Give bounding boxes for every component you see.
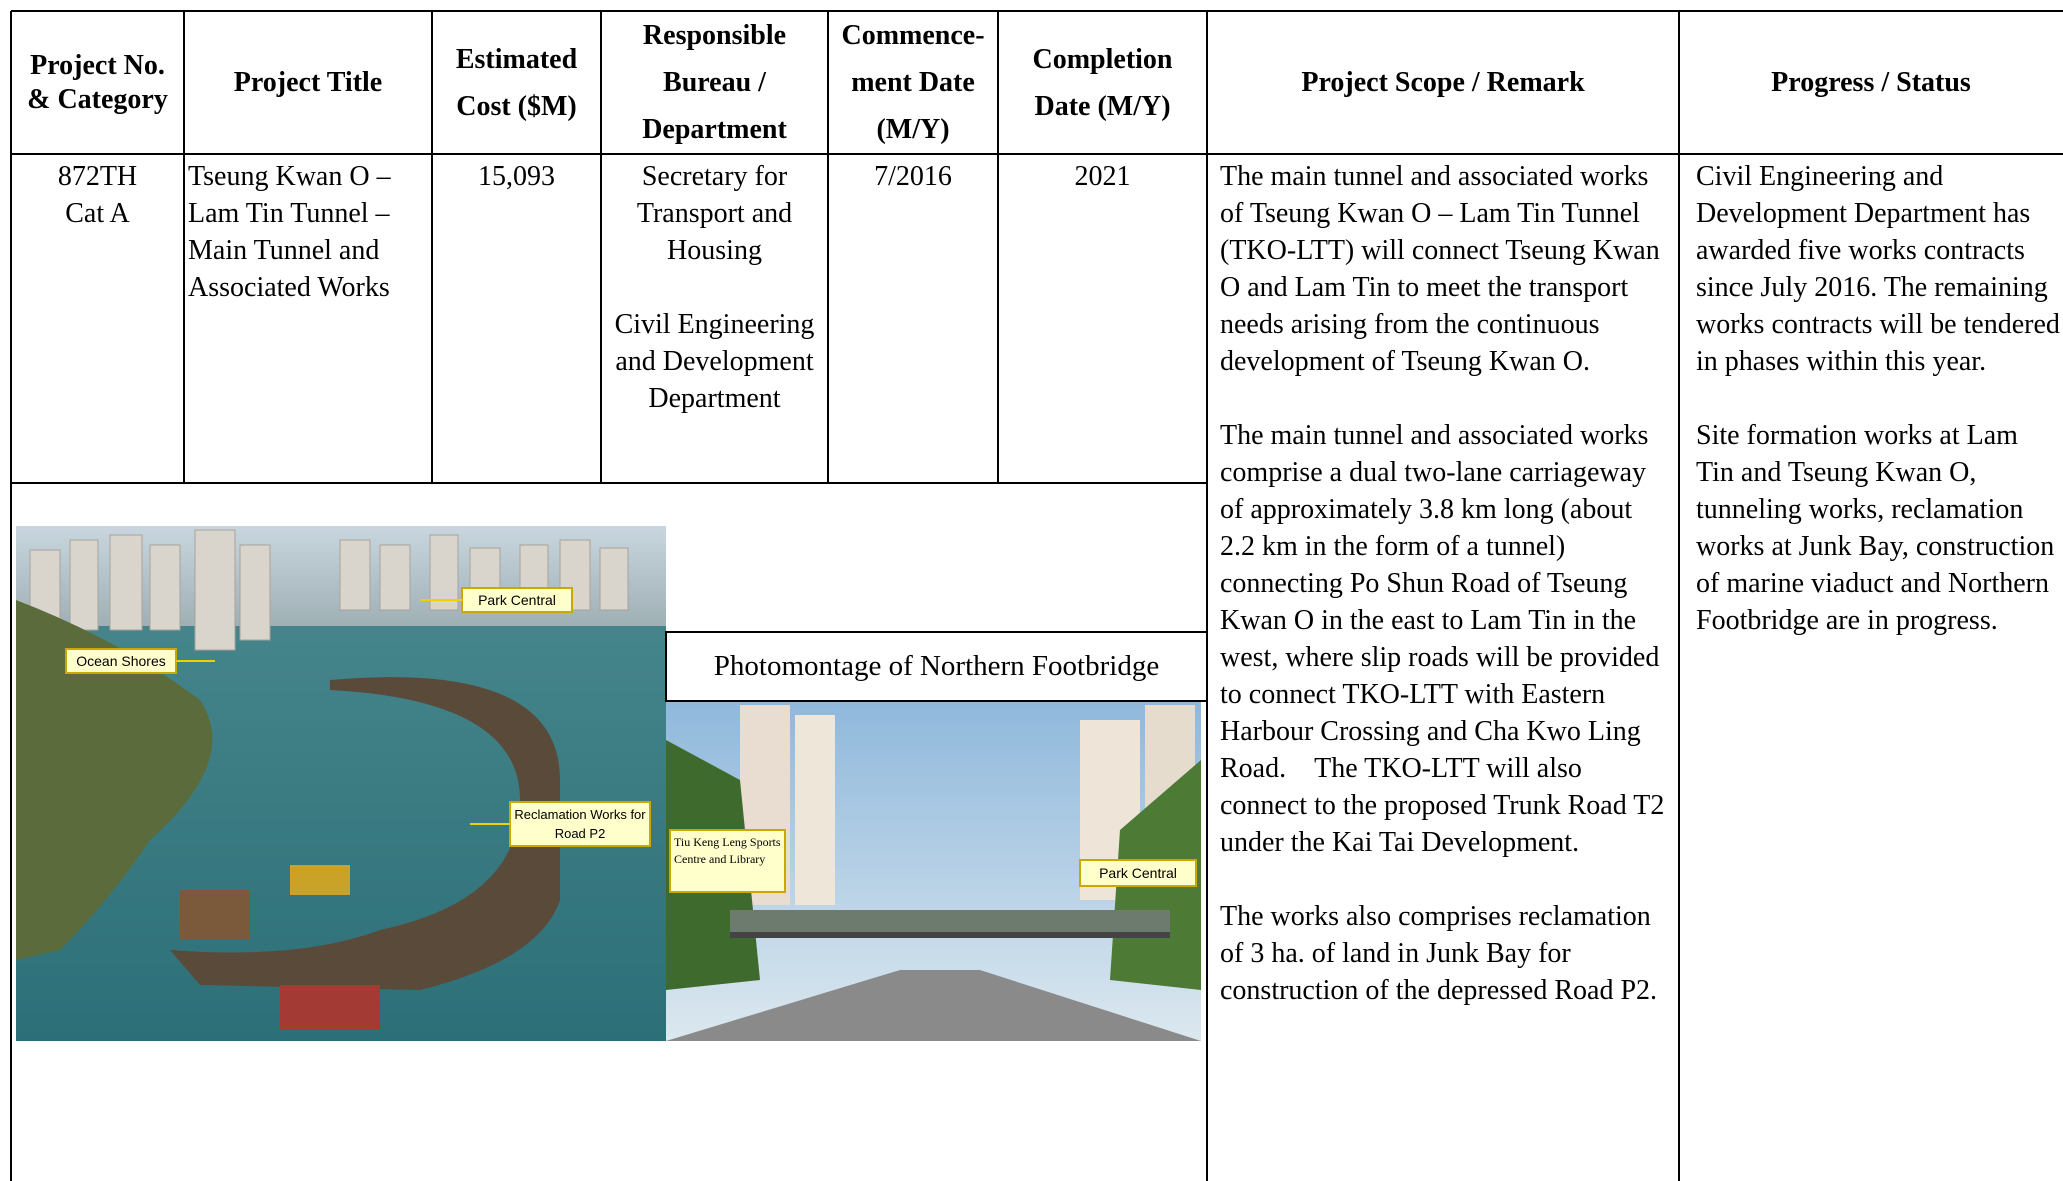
status-paragraph: Civil Engineering and Development Depart…: [1696, 161, 2060, 377]
header-cell: Responsible Bureau / Department: [642, 20, 787, 145]
header-cell: Estimated Cost ($M): [455, 43, 578, 122]
project-title: Tseung Kwan O – Lam Tin Tunnel – Main Tu…: [188, 161, 391, 303]
bureau: Secretary for Transport and Housing: [636, 161, 793, 266]
project-no: 872TH Cat A: [11, 158, 184, 232]
project-category: Cat A: [65, 198, 130, 229]
caption-box: [665, 631, 1208, 702]
photo-label: Park Central: [478, 592, 556, 608]
photo-label: Tiu Keng Leng Sports Centre and Library: [674, 835, 781, 866]
header-cell: Commence-ment Date (M/Y): [841, 20, 985, 145]
project-scope: The main tunnel and associated works of …: [1220, 158, 1670, 1046]
scope-paragraph: The main tunnel and associated works of …: [1220, 161, 1660, 377]
scope-paragraph: The works also comprises reclamation of …: [1220, 901, 1658, 1006]
scope-paragraph: The main tunnel and associated works com…: [1220, 420, 1665, 858]
photo-label-box: [65, 587, 651, 847]
project-number: 872TH: [57, 161, 138, 192]
commencement-date: 7/2016: [874, 161, 952, 192]
header-cell: Project Title: [233, 67, 383, 98]
department: Civil Engineering and Development Depart…: [614, 309, 815, 414]
header-cell: Project Scope / Remark: [1301, 67, 1585, 98]
estimated-cost: 15,093: [478, 161, 555, 192]
progress-status: Civil Engineering and Development Depart…: [1696, 158, 2061, 676]
header-cell: Project No. & Category: [27, 49, 168, 115]
photo-caption: Photomontage of Northern Footbridge: [713, 650, 1160, 682]
photo-label: Ocean Shores: [76, 653, 166, 669]
responsible-bureau: Secretary for Transport and Housing Civi…: [603, 158, 826, 417]
header-cell: Completion Date (M/Y): [1032, 43, 1173, 122]
photo-label: Park Central: [1099, 865, 1177, 881]
header-cell: Progress / Status: [1771, 67, 1971, 98]
photo-label: Reclamation Works for Road P2: [514, 807, 646, 841]
completion-date: 2021: [1074, 161, 1131, 192]
status-paragraph: Site formation works at Lam Tin and Tseu…: [1696, 420, 2055, 636]
